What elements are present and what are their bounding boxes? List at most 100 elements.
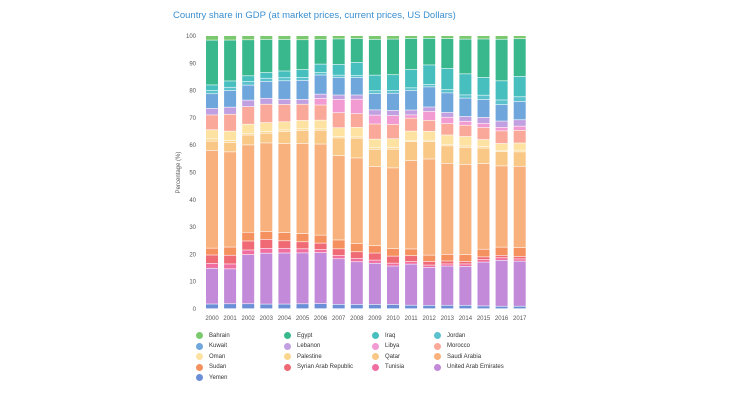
bar-segment-saudi-arabia-2007 — [332, 155, 345, 240]
bar-segment-jordan-2008 — [350, 75, 363, 78]
bar-segment-lebanon-2013 — [441, 112, 454, 117]
bar-segment-egypt-2008 — [350, 38, 363, 63]
legend-item-oman[interactable]: Oman — [196, 353, 225, 360]
bar-segment-iraq-2000 — [206, 85, 218, 91]
bar-segment-syrian-arab-republic-2013 — [441, 261, 454, 264]
legend-item-egypt[interactable]: Egypt — [284, 332, 312, 339]
bar-segment-egypt-2017 — [513, 39, 526, 77]
bar-segment-yemen-2015 — [477, 306, 490, 309]
bar-segment-egypt-2009 — [368, 39, 381, 75]
bar-segment-qatar-2008 — [350, 138, 363, 158]
bar-segment-bahrain-2003 — [260, 36, 273, 40]
legend-label: Jordan — [447, 332, 466, 339]
bar-segment-sudan-2015 — [477, 249, 490, 257]
bar-segment-lebanon-2004 — [278, 99, 291, 105]
legend-label: Morocco — [447, 343, 471, 349]
bar-segment-egypt-2007 — [332, 39, 345, 65]
legend-item-morocco[interactable]: Morocco — [434, 342, 471, 350]
bar-segment-syrian-arab-republic-2004 — [278, 241, 291, 249]
bar-segment-morocco-2001 — [224, 114, 237, 131]
bar-segment-sudan-2006 — [314, 235, 327, 243]
bar-segment-qatar-2009 — [368, 149, 381, 167]
bar-segment-lebanon-2016 — [495, 121, 508, 128]
legend-item-palestine[interactable]: Palestine — [284, 353, 322, 360]
bar-segment-kuwait-2000 — [206, 94, 218, 109]
bar-segment-saudi-arabia-2015 — [477, 164, 490, 249]
legend-item-united-arab-emirates[interactable]: United Arab Emirates — [434, 363, 504, 371]
bar-segment-saudi-arabia-2009 — [368, 166, 381, 246]
bar-segment-morocco-2015 — [477, 127, 490, 140]
legend-item-iraq[interactable]: Iraq — [372, 332, 395, 339]
bar-segment-tunisia-2009 — [368, 260, 381, 263]
x-tick-label: 2000 — [205, 316, 219, 322]
legend-item-jordan[interactable]: Jordan — [434, 332, 465, 339]
legend-item-saudi-arabia[interactable]: Saudi Arabia — [434, 353, 481, 360]
bar-segment-jordan-2005 — [296, 77, 309, 81]
legend-item-sudan[interactable]: Sudan — [196, 363, 226, 371]
bar-segment-saudi-arabia-2003 — [260, 143, 273, 232]
bar-segment-bahrain-2008 — [350, 36, 363, 39]
bar-segment-united-arab-emirates-2010 — [387, 266, 399, 305]
bar-segment-syrian-arab-republic-2000 — [206, 255, 218, 263]
bar-segment-libya-2013 — [441, 117, 454, 124]
bar-segment-tunisia-2005 — [296, 249, 309, 253]
bar-segment-qatar-2002 — [242, 135, 255, 145]
bar-segment-united-arab-emirates-2014 — [459, 266, 472, 305]
bar-segment-morocco-2017 — [513, 130, 526, 143]
bar-segment-yemen-2001 — [224, 304, 237, 309]
bar-segment-bahrain-2013 — [441, 36, 454, 39]
bar-segment-palestine-2002 — [242, 133, 255, 135]
bar-segment-yemen-2000 — [206, 304, 218, 309]
bar-segment-bahrain-2005 — [296, 36, 309, 40]
bar-segment-palestine-2017 — [513, 150, 526, 152]
y-tick-label: 80 — [189, 89, 196, 95]
bar-segment-lebanon-2002 — [242, 100, 255, 107]
legend-item-qatar[interactable]: Qatar — [372, 353, 400, 360]
bar-segment-bahrain-2009 — [368, 36, 381, 40]
bar-segment-sudan-2013 — [441, 254, 454, 261]
bar-segment-qatar-2013 — [441, 146, 454, 164]
bar-segment-oman-2013 — [441, 135, 454, 144]
legend-item-tunisia[interactable]: Tunisia — [372, 363, 404, 371]
bar-segment-qatar-2010 — [387, 149, 399, 168]
bar-segment-iraq-2013 — [441, 68, 454, 90]
bar-segment-kuwait-2017 — [513, 101, 526, 120]
legend-item-kuwait[interactable]: Kuwait — [196, 342, 227, 350]
bar-segment-sudan-2010 — [387, 248, 399, 256]
y-tick-label: 0 — [193, 307, 197, 313]
bar-segment-yemen-2003 — [260, 304, 273, 309]
bar-segment-oman-2010 — [387, 139, 399, 148]
legend-item-syrian-arab-republic[interactable]: Syrian Arab Republic — [284, 363, 353, 371]
bar-segment-united-arab-emirates-2000 — [206, 268, 218, 304]
bar-segment-morocco-2003 — [260, 104, 273, 123]
bar-segment-morocco-2002 — [242, 106, 255, 124]
legend-item-libya[interactable]: Libya — [372, 342, 399, 350]
legend-label: Lebanon — [297, 343, 321, 349]
y-tick-label: 10 — [189, 280, 196, 286]
bar-segment-morocco-2010 — [387, 124, 399, 139]
bar-segment-syrian-arab-republic-2002 — [242, 241, 255, 250]
bar-segment-lebanon-2009 — [368, 110, 381, 115]
bar-segment-syrian-arab-republic-2014 — [459, 261, 472, 264]
bar-segment-saudi-arabia-2006 — [314, 144, 327, 235]
x-tick-label: 2001 — [223, 316, 237, 322]
bar-segment-tunisia-2002 — [242, 250, 255, 255]
bar-segment-oman-2001 — [224, 131, 237, 141]
bar-segment-yemen-2004 — [278, 304, 291, 309]
bar-segment-libya-2010 — [387, 115, 399, 125]
legend-item-yemen[interactable]: Yemen — [196, 374, 227, 381]
bar-segment-jordan-2012 — [423, 84, 436, 87]
bar-segment-bahrain-2004 — [278, 36, 291, 40]
legend-label: Iraq — [385, 332, 396, 339]
legend-swatch — [284, 363, 291, 371]
legend-item-bahrain[interactable]: Bahrain — [196, 332, 230, 339]
legend-swatch — [434, 353, 441, 360]
bar-segment-bahrain-2007 — [332, 36, 345, 39]
bar-segment-iraq-2012 — [423, 65, 436, 84]
bar-segment-palestine-2006 — [314, 129, 327, 130]
x-tick-label: 2010 — [386, 316, 400, 322]
legend-item-lebanon[interactable]: Lebanon — [284, 342, 321, 350]
bar-segment-jordan-2011 — [405, 88, 418, 91]
bar-segment-iraq-2014 — [459, 74, 472, 95]
bar-segment-oman-2006 — [314, 120, 327, 129]
